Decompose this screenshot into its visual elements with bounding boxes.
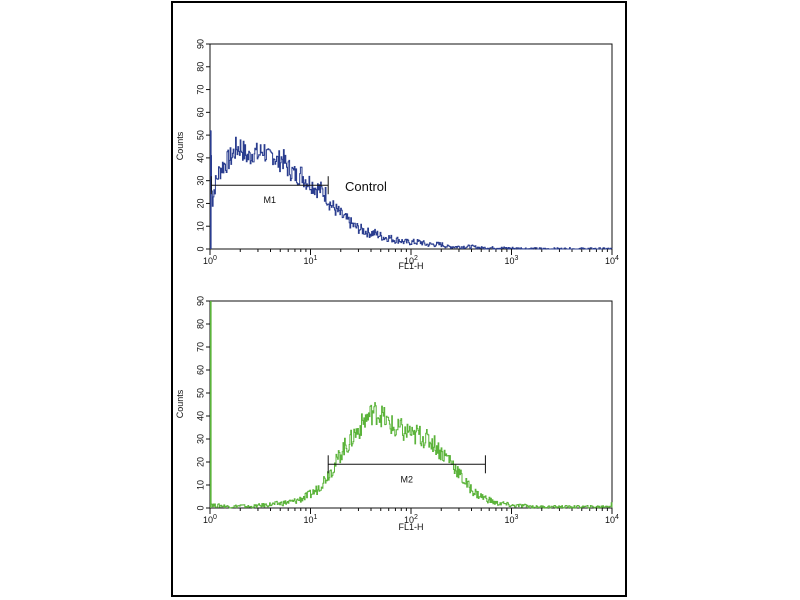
figure-frame	[171, 1, 627, 597]
y-tick-label: 90	[195, 296, 205, 306]
y-tick-label: 90	[195, 39, 205, 49]
control-annotation: Control	[345, 179, 387, 194]
y-tick-label: 60	[195, 365, 205, 375]
marker-label: M2	[401, 474, 414, 484]
plot-area-border	[209, 43, 613, 250]
y-tick-label: 70	[195, 85, 205, 95]
y-tick-label: 20	[195, 457, 205, 467]
histogram-trace	[210, 130, 613, 250]
x-axis-title: FL1-H	[398, 261, 423, 271]
x-tick-label: 104	[605, 514, 619, 525]
y-tick-label: 10	[195, 221, 205, 231]
y-tick-label: 10	[195, 480, 205, 490]
y-tick-label: 40	[195, 411, 205, 421]
sample-histogram-panel: Counts FL1-H 0 10 20 30 40 50 60 70 80 90 100 101 10…	[175, 296, 619, 532]
y-tick-label: 0	[195, 505, 205, 510]
x-tick-label: 101	[304, 514, 318, 525]
y-tick-label: 50	[195, 388, 205, 398]
y-axis-title: Counts	[175, 131, 185, 160]
y-tick-label: 20	[195, 198, 205, 208]
y-tick-label: 30	[195, 434, 205, 444]
x-tick-label: 100	[203, 255, 217, 266]
y-tick-label: 60	[195, 107, 205, 117]
x-tick-label: 100	[203, 514, 217, 525]
x-axis-title: FL1-H	[398, 522, 423, 532]
y-tick-label: 70	[195, 342, 205, 352]
histogram-trace	[210, 317, 613, 509]
x-tick-label: 101	[304, 255, 318, 266]
y-tick-label: 80	[195, 319, 205, 329]
control-histogram-panel: Counts FL1-H Control 0 10 20 30 40 50 60 70 80 90…	[175, 39, 619, 271]
marker-label: M1	[263, 195, 276, 205]
x-tick-label: 104	[605, 255, 619, 266]
x-tick-label: 103	[505, 255, 519, 266]
y-tick-label: 50	[195, 130, 205, 140]
y-tick-label: 30	[195, 176, 205, 186]
y-tick-label: 40	[195, 153, 205, 163]
y-tick-label: 80	[195, 62, 205, 72]
y-axis-title: Counts	[175, 389, 185, 418]
x-tick-label: 102	[404, 514, 418, 525]
x-tick-label: 103	[505, 514, 519, 525]
x-tick-label: 102	[404, 255, 418, 266]
y-tick-label: 0	[195, 246, 205, 251]
